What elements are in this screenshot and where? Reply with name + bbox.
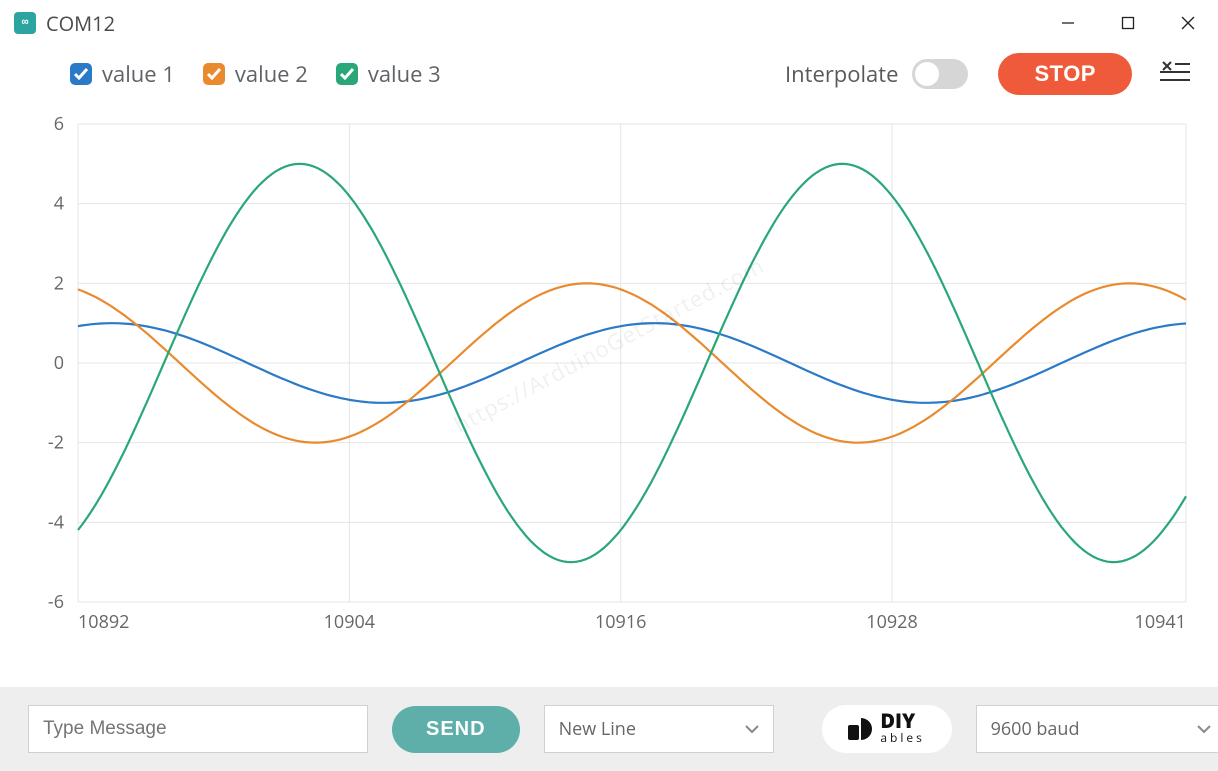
minimize-icon: [1061, 16, 1075, 30]
close-button[interactable]: [1158, 0, 1218, 46]
svg-text:-6: -6: [48, 590, 64, 614]
checkbox-value2[interactable]: [203, 63, 225, 85]
bottombar: SEND New Line DIY ables 9600 baud: [0, 687, 1218, 771]
svg-text:2: 2: [54, 271, 64, 295]
toolbar: value 1 value 2 value 3 Interpolate STOP: [0, 46, 1218, 102]
interpolate-toggle[interactable]: [912, 59, 968, 89]
legend-label: value 1: [102, 59, 175, 89]
legend-item-value1[interactable]: value 1: [70, 59, 175, 89]
window-title: COM12: [46, 10, 115, 37]
baud-rate-dropdown[interactable]: 9600 baud: [976, 705, 1218, 753]
line-ending-dropdown[interactable]: New Line: [544, 705, 774, 753]
svg-text:0: 0: [54, 351, 64, 375]
maximize-icon: [1121, 16, 1135, 30]
diyables-logo: DIY ables: [822, 705, 952, 753]
svg-text:10904: 10904: [324, 610, 375, 634]
legend-item-value3[interactable]: value 3: [336, 59, 441, 89]
maximize-button[interactable]: [1098, 0, 1158, 46]
legend-label: value 2: [235, 59, 308, 89]
svg-text:6: 6: [54, 112, 64, 136]
line-ending-value: New Line: [559, 717, 636, 741]
chevron-down-icon: [1197, 724, 1211, 734]
serial-plotter-chart: -6-4-202461089210904109161092810941 http…: [0, 102, 1218, 642]
legend: value 1 value 2 value 3: [70, 59, 441, 89]
svg-text:-4: -4: [48, 510, 64, 534]
close-icon: [1181, 16, 1195, 30]
svg-text:10941: 10941: [1135, 610, 1186, 634]
diyables-icon: [848, 716, 874, 742]
interpolate-label: Interpolate: [785, 59, 899, 89]
legend-label: value 3: [368, 59, 441, 89]
send-button[interactable]: SEND: [392, 706, 520, 753]
svg-text:-2: -2: [48, 431, 64, 455]
message-input[interactable]: [28, 705, 368, 753]
checkbox-value1[interactable]: [70, 63, 92, 85]
stop-button[interactable]: STOP: [998, 53, 1132, 95]
baud-rate-value: 9600 baud: [991, 717, 1080, 741]
svg-text:10892: 10892: [78, 610, 129, 634]
plot-settings-button[interactable]: [1160, 59, 1190, 90]
legend-item-value2[interactable]: value 2: [203, 59, 308, 89]
titlebar: ∞ COM12: [0, 0, 1218, 46]
minimize-button[interactable]: [1038, 0, 1098, 46]
svg-text:10928: 10928: [866, 610, 917, 634]
checkbox-value3[interactable]: [336, 63, 358, 85]
svg-text:10916: 10916: [595, 610, 646, 634]
svg-text:4: 4: [54, 192, 64, 216]
arduino-app-icon: ∞: [14, 12, 36, 34]
chevron-down-icon: [745, 724, 759, 734]
settings-icon: [1160, 59, 1190, 83]
